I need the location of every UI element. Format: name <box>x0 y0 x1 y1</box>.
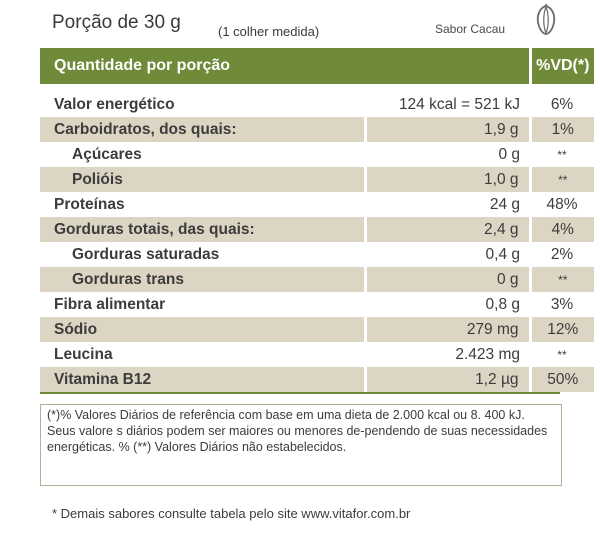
row-label: Polióis <box>40 167 365 192</box>
row-amount: 2.423 mg <box>455 345 521 363</box>
row-label: Gorduras totais, das quais: <box>40 217 365 242</box>
table-row: Polióis 1,0 g ** <box>40 167 595 192</box>
row-amount: 1,0 g <box>363 167 531 192</box>
row-amount: 24 g <box>489 195 521 213</box>
header-quantity-label: Quantidade por porção <box>40 48 531 84</box>
row-vd: 50% <box>528 367 595 392</box>
row-amount: 0,8 g <box>485 295 521 313</box>
row-amount: 0,4 g <box>485 245 521 263</box>
row-amount: 1,2 µg <box>363 367 531 392</box>
table-row: Gorduras saturadas 0,4 g 2% <box>40 242 594 267</box>
flavor-label: Sabor Cacau <box>435 22 506 36</box>
row-vd: 12% <box>528 317 595 342</box>
portion-detail: (1 colher medida) <box>218 24 320 39</box>
row-vd: ** <box>557 147 567 162</box>
header-vd-label: %VD(*) <box>528 48 595 84</box>
header-spacer <box>40 84 594 92</box>
table-row: Gorduras trans 0 g ** <box>40 267 595 292</box>
table-row: Sódio 279 mg 12% <box>40 317 595 342</box>
table-row: Açúcares 0 g ** <box>40 142 594 167</box>
table-header-row: Quantidade por porção %VD(*) <box>40 48 595 84</box>
row-label: Proteínas <box>54 195 125 213</box>
row-vd: 6% <box>550 95 574 113</box>
table-bottom-rule <box>40 392 560 394</box>
row-vd: ** <box>557 347 567 362</box>
row-label: Carboidratos, dos quais: <box>40 117 365 142</box>
row-label: Vitamina B12 <box>40 367 365 392</box>
table-row: Gorduras totais, das quais: 2,4 g 4% <box>40 217 595 242</box>
row-vd: 1% <box>528 117 595 142</box>
row-vd: ** <box>528 167 595 192</box>
row-amount: 279 mg <box>363 317 531 342</box>
row-vd: ** <box>528 267 595 292</box>
portion-header: Porção de 30 g (1 colher medida) Sabor C… <box>40 0 560 46</box>
row-amount: 0 g <box>498 145 521 163</box>
table-row: Leucina 2.423 mg ** <box>40 342 594 367</box>
row-vd: 2% <box>550 245 574 263</box>
row-label: Gorduras trans <box>40 267 365 292</box>
nutrition-table: Quantidade por porção %VD(*) Valor energ… <box>40 48 595 392</box>
cacao-pod-icon <box>536 4 556 35</box>
daily-values-footnote: (*)% Valores Diários de referência com b… <box>40 404 562 486</box>
portion-size: Porção de 30 g <box>52 12 181 33</box>
row-label: Gorduras saturadas <box>72 245 220 263</box>
row-amount: 1,9 g <box>363 117 531 142</box>
row-vd: 48% <box>546 195 578 213</box>
table-row: Proteínas 24 g 48% <box>40 192 594 217</box>
table-row: Valor energético 124 kcal = 521 kJ 6% <box>40 92 594 117</box>
table-row: Vitamina B12 1,2 µg 50% <box>40 367 595 392</box>
row-label: Sódio <box>40 317 365 342</box>
row-amount: 2,4 g <box>363 217 531 242</box>
row-label: Fibra alimentar <box>54 295 166 313</box>
row-amount: 0 g <box>363 267 531 292</box>
row-vd: 4% <box>528 217 595 242</box>
table-row: Fibra alimentar 0,8 g 3% <box>40 292 594 317</box>
row-label: Valor energético <box>54 95 175 113</box>
other-flavors-note: * Demais sabores consulte tabela pelo si… <box>52 506 411 521</box>
table-row: Carboidratos, dos quais: 1,9 g 1% <box>40 117 595 142</box>
row-amount: 124 kcal = 521 kJ <box>398 95 521 113</box>
row-label: Açúcares <box>72 145 142 163</box>
row-label: Leucina <box>54 345 113 363</box>
row-vd: 3% <box>550 295 574 313</box>
